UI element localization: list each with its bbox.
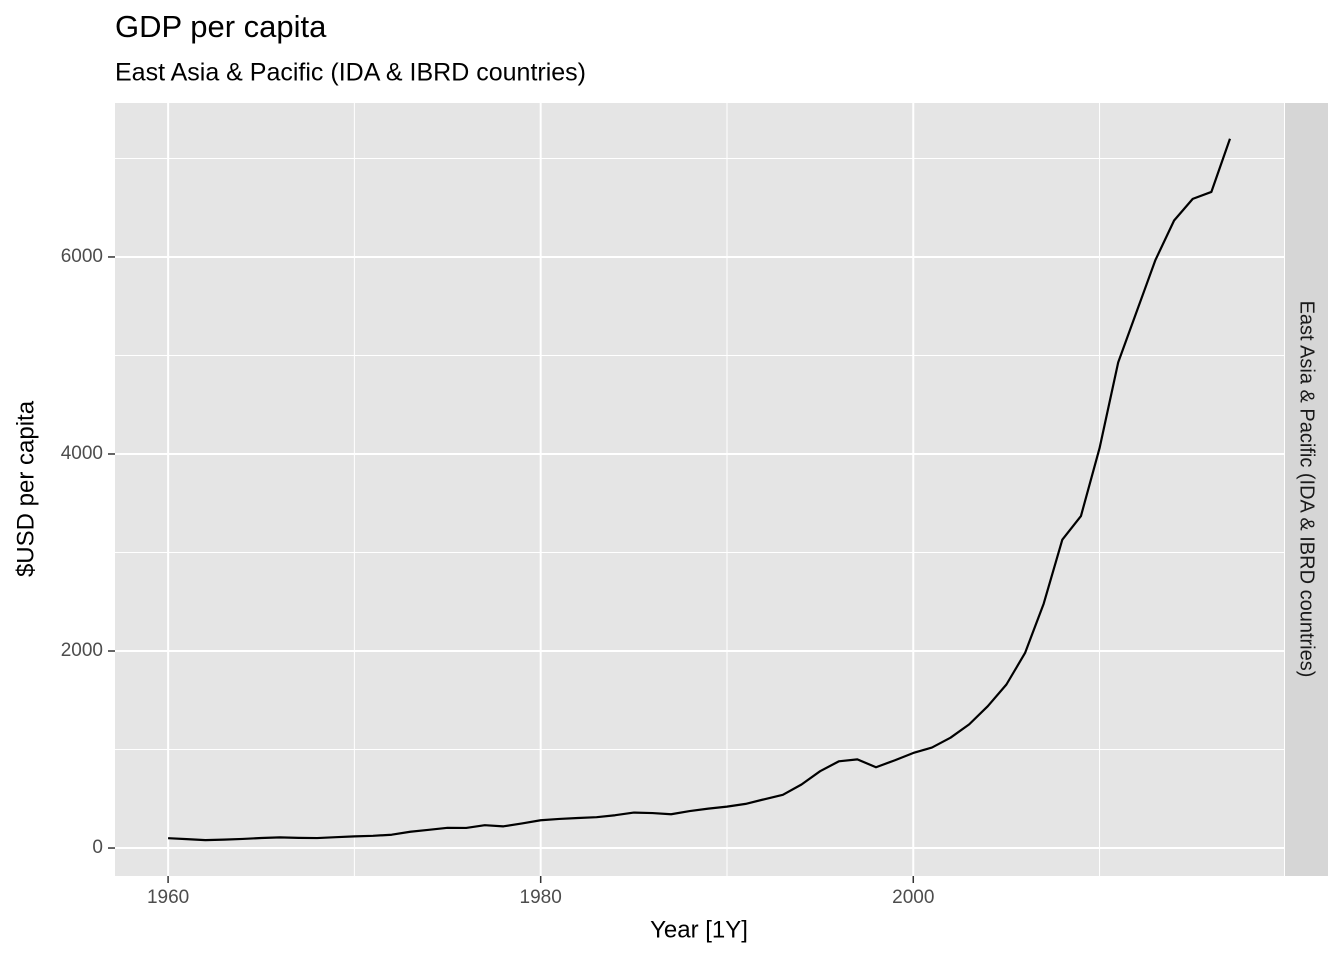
y-axis-title: $USD per capita [12, 400, 39, 577]
facet-strip [1285, 103, 1328, 876]
x-tick-label: 1960 [147, 887, 189, 908]
x-tick-label: 1980 [520, 887, 562, 908]
facet-label: East Asia & Pacific (IDA & IBRD countrie… [1296, 301, 1318, 678]
x-axis-title: Year [1Y] [650, 916, 748, 943]
chart-title: GDP per capita [115, 9, 327, 44]
y-tick-label: 0 [92, 837, 103, 858]
line [168, 138, 1232, 842]
y-tick-label: 6000 [61, 246, 103, 267]
x-tick-label: 2000 [892, 887, 934, 908]
chart-subtitle: East Asia & Pacific (IDA & IBRD countrie… [115, 59, 586, 87]
y-tick-label: 4000 [61, 443, 103, 464]
panel [115, 103, 1284, 876]
y-tick-label: 2000 [61, 640, 103, 661]
